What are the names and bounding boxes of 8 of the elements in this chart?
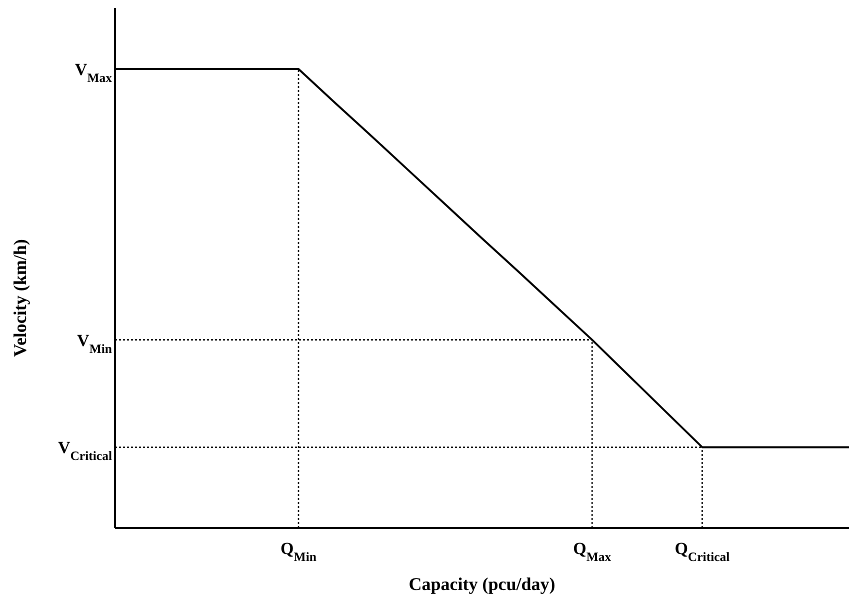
ref-line-label: V$_{Max}$ (74, 60, 113, 85)
x-axis-title: Capacity (pcu/day) (408, 574, 556, 594)
ref-line-label: V$_{Min}$ (77, 330, 112, 356)
x-tick-label: Q$_{Min}$ (280, 539, 316, 564)
x-tick-label: Q$_{Critical}$ (674, 539, 730, 564)
ref-line-label: V$_{Critical}$ (58, 438, 112, 464)
x-tick-label: Q$_{Max}$ (573, 539, 612, 564)
y-axis-title: Velocity (km/h) (10, 239, 30, 357)
